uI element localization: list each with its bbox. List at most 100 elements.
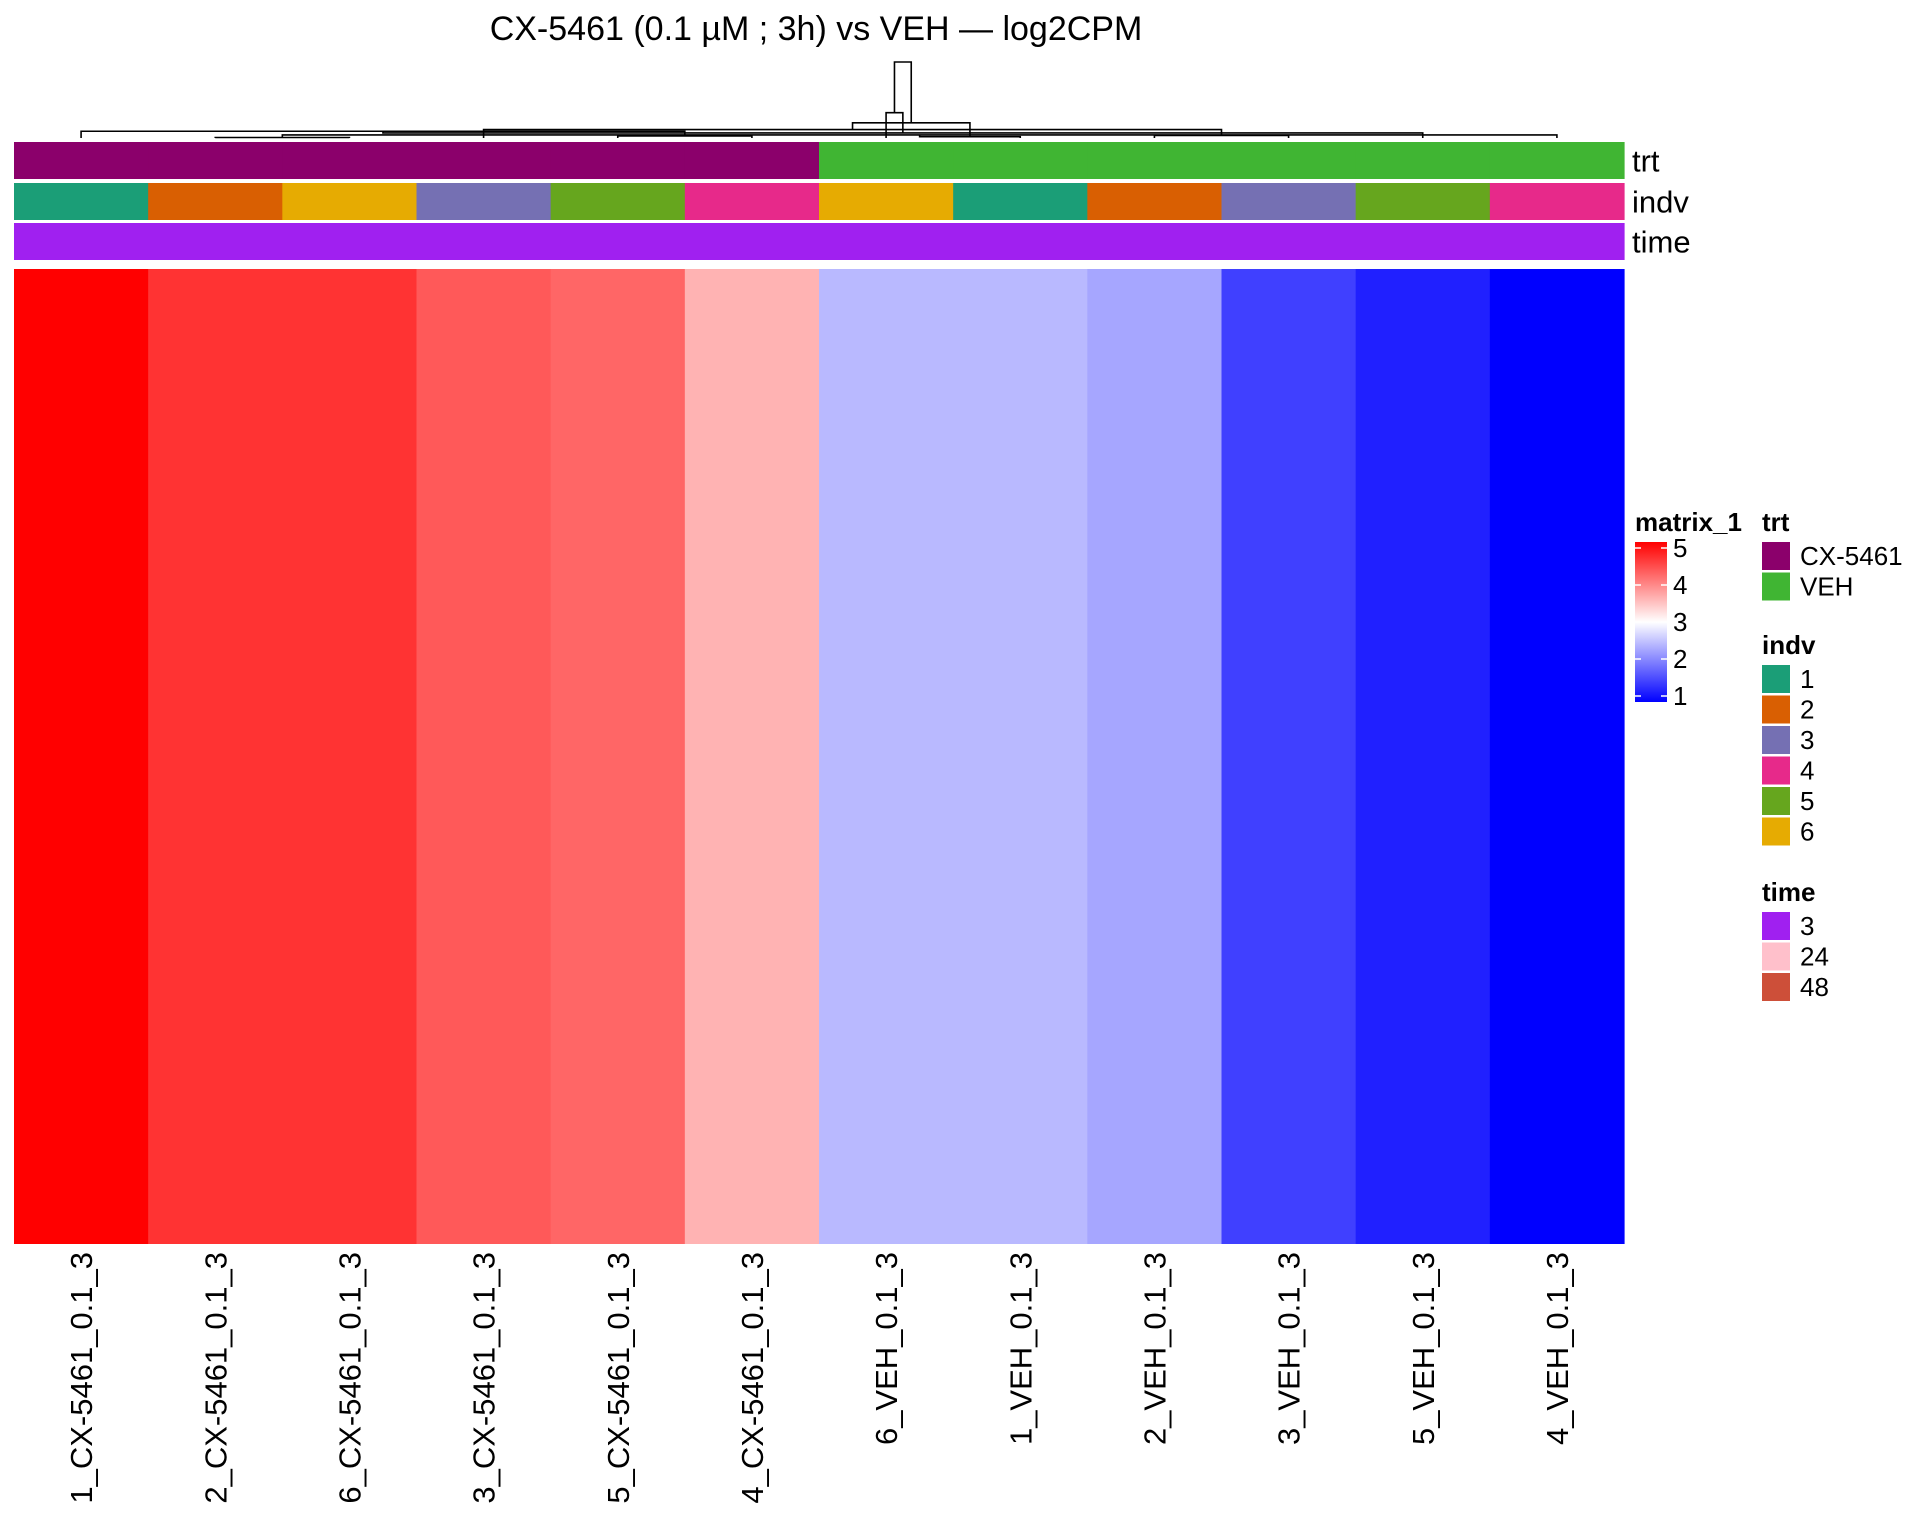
heatmap-cell-2_VEH_0.1_3 — [1087, 269, 1223, 1244]
legend-title-time: time — [1762, 877, 1815, 907]
heatmap-cell-5_CX-5461_0.1_3 — [550, 269, 686, 1244]
heatmap-cell-3_CX-5461_0.1_3 — [416, 269, 552, 1244]
annotation-cell-indv-8 — [953, 183, 1088, 220]
colorbar-tick-label-4: 4 — [1673, 570, 1687, 600]
legend-label-trt-CX-5461: CX-5461 — [1800, 541, 1903, 571]
annotation-cell-time-10 — [1221, 223, 1357, 260]
annotation-cell-trt-6 — [684, 142, 820, 179]
heatmap-body — [14, 269, 1625, 1244]
column-label-3_VEH_0.1_3: 3_VEH_0.1_3 — [1272, 1252, 1307, 1445]
legend-title-matrix: matrix_1 — [1635, 507, 1742, 537]
annotation-cell-time-11 — [1355, 223, 1491, 260]
legend-swatch-time-24 — [1762, 942, 1790, 971]
legend-swatch-indv-6 — [1762, 817, 1790, 846]
dendrogram-branch-3 — [1153, 134, 1290, 138]
column-label-4_VEH_0.1_3: 4_VEH_0.1_3 — [1540, 1252, 1575, 1445]
annotation-cell-time-3 — [282, 223, 418, 260]
legend-label-indv-5: 5 — [1800, 786, 1814, 816]
annotation-cell-indv-9 — [1087, 183, 1223, 220]
legend-title-trt: trt — [1762, 507, 1790, 537]
annotation-label-time: time — [1632, 225, 1691, 260]
legend-swatch-indv-1 — [1762, 665, 1790, 693]
annotation-cell-time-1 — [14, 223, 149, 260]
heatmap-cell-4_VEH_0.1_3 — [1489, 269, 1625, 1244]
legend-swatch-indv-3 — [1762, 726, 1790, 754]
legend-label-indv-1: 1 — [1800, 664, 1814, 694]
colorbar-tick-label-2: 2 — [1673, 644, 1687, 674]
annotation-cell-indv-12 — [1489, 183, 1625, 220]
column-label-4_CX-5461_0.1_3: 4_CX-5461_0.1_3 — [735, 1252, 770, 1504]
column-label-6_VEH_0.1_3: 6_VEH_0.1_3 — [869, 1252, 904, 1445]
annotation-cell-indv-3 — [282, 183, 418, 220]
heatmap-cell-3_VEH_0.1_3 — [1221, 269, 1357, 1244]
legend-label-time-48: 48 — [1800, 972, 1829, 1002]
annotation-cell-trt-12 — [1489, 142, 1625, 179]
annotation-cell-indv-1 — [14, 183, 149, 220]
legend-label-indv-2: 2 — [1800, 695, 1814, 725]
colorbar-tick-label-3: 3 — [1673, 607, 1687, 637]
annotation-label-trt: trt — [1632, 144, 1660, 179]
annotation-cell-indv-7 — [819, 183, 954, 220]
annotation-cell-time-7 — [819, 223, 954, 260]
annotation-cell-trt-7 — [819, 142, 954, 179]
legend-swatch-trt-VEH — [1762, 572, 1790, 601]
column-label-5_CX-5461_0.1_3: 5_CX-5461_0.1_3 — [601, 1252, 636, 1504]
heatmap-cell-2_CX-5461_0.1_3 — [148, 269, 283, 1244]
legends: matrix_154321trtCX-5461VEHindv123456time… — [1635, 507, 1903, 1002]
heatmap-cell-1_VEH_0.1_3 — [953, 269, 1088, 1244]
legend-label-time-3: 3 — [1800, 911, 1814, 941]
legend-swatch-indv-4 — [1762, 756, 1790, 785]
legend-swatch-indv-5 — [1762, 787, 1790, 815]
annotation-cell-indv-5 — [550, 183, 686, 220]
annotation-cell-time-12 — [1489, 223, 1625, 260]
annotation-cell-indv-6 — [684, 183, 820, 220]
heatmap-cell-1_CX-5461_0.1_3 — [14, 269, 149, 1244]
chart-title: CX-5461 (0.1 µM ; 3h) vs VEH — log2CPM — [490, 10, 1143, 48]
heatmap-cell-6_VEH_0.1_3 — [819, 269, 954, 1244]
dendrogram-branch-10 — [885, 111, 904, 138]
annotation-cell-trt-3 — [282, 142, 418, 179]
annotation-cell-trt-10 — [1221, 142, 1357, 179]
column-label-2_CX-5461_0.1_3: 2_CX-5461_0.1_3 — [198, 1252, 233, 1504]
annotation-cell-trt-11 — [1355, 142, 1491, 179]
annotation-cell-trt-5 — [550, 142, 686, 179]
annotation-tracks: trt indv time — [14, 142, 1691, 260]
annotation-label-indv: indv — [1632, 185, 1689, 220]
column-label-3_CX-5461_0.1_3: 3_CX-5461_0.1_3 — [467, 1252, 502, 1504]
column-label-6_CX-5461_0.1_3: 6_CX-5461_0.1_3 — [332, 1252, 367, 1504]
dendrogram-branch-1 — [214, 136, 351, 139]
annotation-cell-indv-4 — [416, 183, 552, 220]
column-label-5_VEH_0.1_3: 5_VEH_0.1_3 — [1406, 1252, 1441, 1445]
legend-swatch-trt-CX-5461 — [1762, 542, 1790, 570]
annotation-cell-time-9 — [1087, 223, 1223, 260]
legend-title-indv: indv — [1762, 630, 1816, 660]
legend-swatch-time-3 — [1762, 912, 1790, 940]
annotation-cell-time-8 — [953, 223, 1088, 260]
dendrogram-branch-11 — [893, 61, 913, 123]
annotation-cell-time-5 — [550, 223, 686, 260]
column-dendrogram — [80, 61, 1558, 139]
legend-swatch-time-48 — [1762, 973, 1790, 1001]
column-label-1_CX-5461_0.1_3: 1_CX-5461_0.1_3 — [64, 1252, 99, 1504]
column-labels: 1_CX-5461_0.1_3 2_CX-5461_0.1_3 6_CX-5461_… — [64, 1252, 1575, 1504]
column-label-2_VEH_0.1_3: 2_VEH_0.1_3 — [1137, 1252, 1172, 1445]
legend-label-indv-4: 4 — [1800, 756, 1814, 786]
annotation-cell-trt-2 — [148, 142, 283, 179]
colorbar-tick-label-1: 1 — [1673, 681, 1687, 711]
colorbar-tick-label-5: 5 — [1673, 533, 1687, 563]
legend-label-indv-6: 6 — [1800, 817, 1814, 847]
legend-swatch-indv-2 — [1762, 695, 1790, 724]
annotation-cell-indv-2 — [148, 183, 283, 220]
annotation-cell-trt-4 — [416, 142, 552, 179]
annotation-cell-time-4 — [416, 223, 552, 260]
heatmap-cell-4_CX-5461_0.1_3 — [684, 269, 820, 1244]
annotation-cell-time-6 — [684, 223, 820, 260]
heatmap-cell-6_CX-5461_0.1_3 — [282, 269, 418, 1244]
annotation-cell-trt-1 — [14, 142, 149, 179]
annotation-cell-trt-9 — [1087, 142, 1223, 179]
legend-label-indv-3: 3 — [1800, 725, 1814, 755]
dendrogram-branch-2 — [616, 135, 753, 138]
legend-label-trt-VEH: VEH — [1800, 572, 1853, 602]
legend-label-time-24: 24 — [1800, 942, 1829, 972]
